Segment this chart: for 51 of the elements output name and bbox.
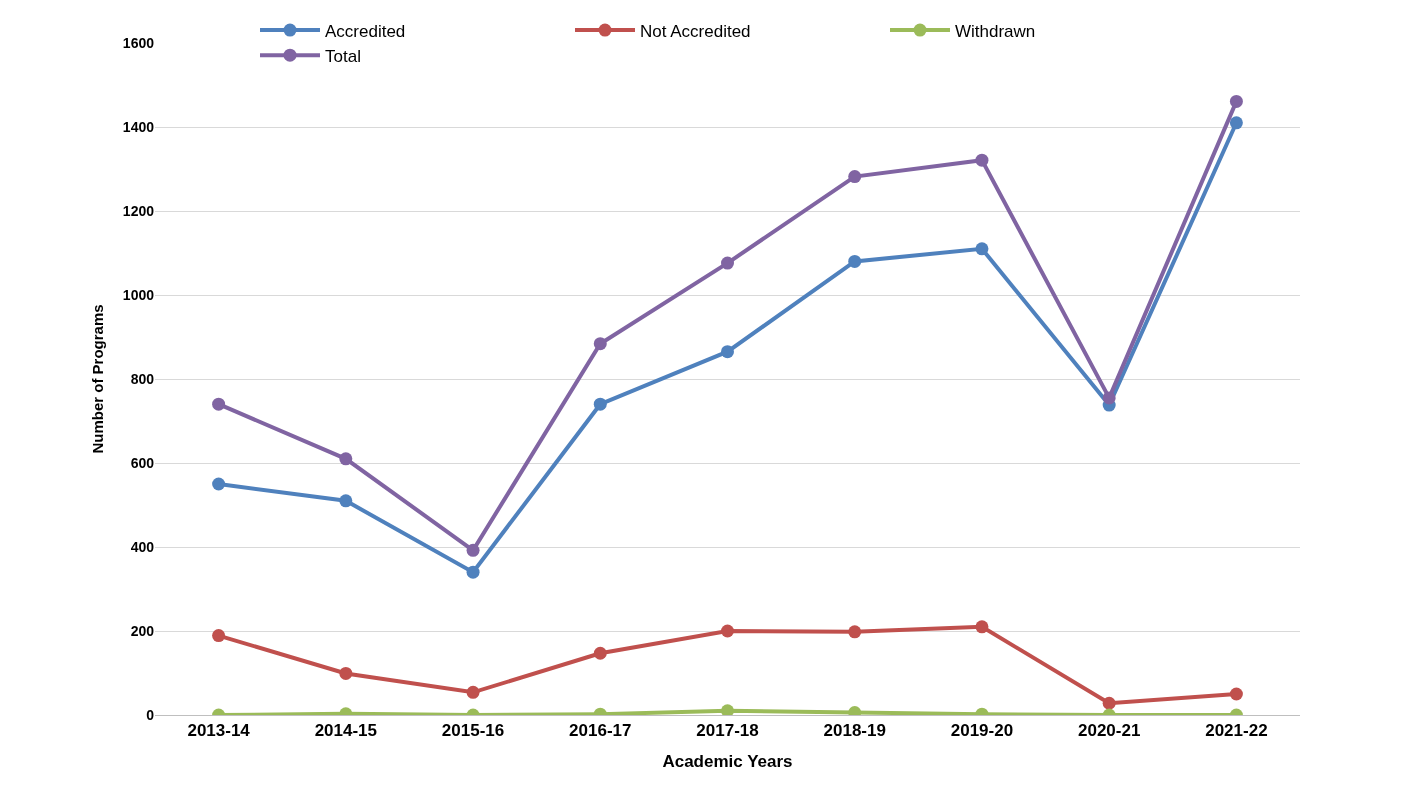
x-tick-label: 2016-17 — [569, 721, 632, 741]
legend-label: Total — [325, 46, 361, 66]
point — [848, 254, 862, 268]
point — [721, 256, 734, 270]
x-tick-label: 2018-19 — [823, 721, 886, 741]
point — [1229, 94, 1243, 108]
x-tick-label: 2014-15 — [314, 721, 378, 741]
legend-label: Not Accredited — [640, 21, 751, 41]
y-tick-label: 1000 — [122, 286, 155, 303]
x-tick-label: 2017-18 — [696, 721, 759, 741]
point — [466, 543, 480, 557]
point — [212, 477, 226, 491]
point — [593, 337, 607, 351]
point — [466, 565, 480, 579]
point — [212, 629, 226, 643]
y-tick-label: 800 — [130, 370, 155, 387]
point — [466, 685, 480, 699]
point — [848, 625, 862, 639]
point — [339, 666, 353, 680]
point — [1102, 391, 1116, 405]
point — [721, 624, 734, 638]
point — [339, 452, 353, 466]
x-tick-label: 2020-21 — [1077, 721, 1141, 741]
x-axis-title: Academic Years — [662, 751, 793, 771]
point — [212, 397, 226, 411]
y-tick-label: 1400 — [122, 118, 155, 135]
x-tick-label: 2019-20 — [950, 721, 1014, 741]
point — [721, 345, 734, 359]
point — [975, 242, 989, 256]
x-tick-label: 2021-22 — [1205, 721, 1268, 741]
point — [721, 704, 734, 715]
y-axis-title: Number of Programs — [89, 304, 107, 454]
y-tick-label: 600 — [130, 454, 155, 471]
point — [975, 620, 989, 634]
point — [848, 170, 862, 184]
y-tick-label: 0 — [146, 706, 155, 723]
point — [593, 646, 607, 660]
point — [1102, 696, 1116, 710]
y-tick-label: 1200 — [122, 202, 155, 219]
point — [593, 397, 607, 411]
point — [1229, 116, 1243, 130]
y-tick-label: 200 — [130, 622, 155, 639]
point — [1229, 687, 1243, 701]
y-tick-label: 400 — [130, 538, 155, 555]
point — [339, 494, 353, 508]
y-tick-label: 1600 — [122, 34, 155, 51]
legend-label: Accredited — [325, 21, 406, 41]
x-tick-label: 2013-14 — [187, 721, 251, 741]
legend-label: Withdrawn — [955, 21, 1036, 41]
point — [975, 153, 989, 167]
x-tick-label: 2015-16 — [441, 721, 505, 741]
